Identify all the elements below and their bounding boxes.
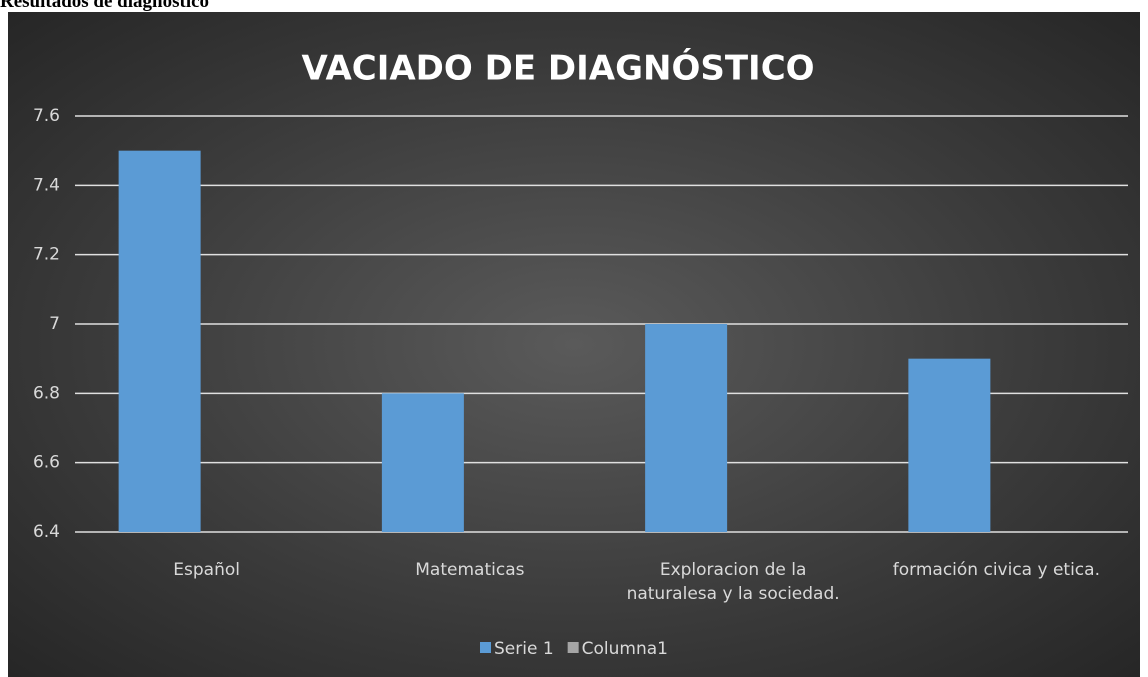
y-tick-label: 7.6 bbox=[33, 106, 60, 126]
legend-label: Serie 1 bbox=[494, 639, 554, 659]
bar bbox=[645, 324, 728, 532]
y-tick-label: 6.6 bbox=[33, 453, 60, 473]
bar bbox=[908, 358, 991, 532]
chart-title: VACIADO DE DIAGNÓSTICO bbox=[301, 48, 814, 89]
chart-area: VACIADO DE DIAGNÓSTICO 6.4 6.6 6.8 7 7.2 7.4 7… bbox=[8, 12, 1140, 677]
bar bbox=[118, 150, 201, 532]
y-tick-label: 7 bbox=[49, 314, 60, 334]
heading: Resultados de diagnóstico bbox=[0, 0, 210, 12]
chart: VACIADO DE DIAGNÓSTICO 6.4 6.6 6.8 7 7.2 7.4 7… bbox=[33, 48, 1128, 659]
x-tick-label: formación civica y etica. bbox=[892, 560, 1100, 580]
bar bbox=[381, 393, 464, 532]
y-tick-label: 6.8 bbox=[33, 383, 60, 403]
x-tick-label: Matematicas bbox=[415, 560, 525, 580]
legend-swatch bbox=[480, 642, 491, 653]
y-tick-label: 6.4 bbox=[33, 522, 60, 542]
y-tick-label: 7.2 bbox=[33, 245, 60, 265]
legend-label: Columna1 bbox=[582, 639, 668, 659]
y-tick-label: 7.4 bbox=[33, 175, 60, 195]
x-tick-label: Exploracion de la naturalesa y la socied… bbox=[626, 560, 840, 604]
x-tick-label: Español bbox=[173, 560, 240, 580]
legend-swatch bbox=[567, 642, 579, 653]
